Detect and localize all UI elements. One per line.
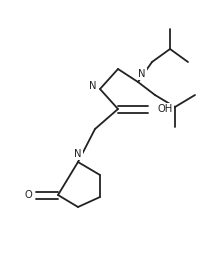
Text: N: N: [74, 149, 82, 159]
Text: N: N: [89, 81, 97, 91]
Text: N: N: [138, 69, 146, 79]
Text: O: O: [24, 190, 32, 200]
Text: OH: OH: [158, 104, 173, 114]
